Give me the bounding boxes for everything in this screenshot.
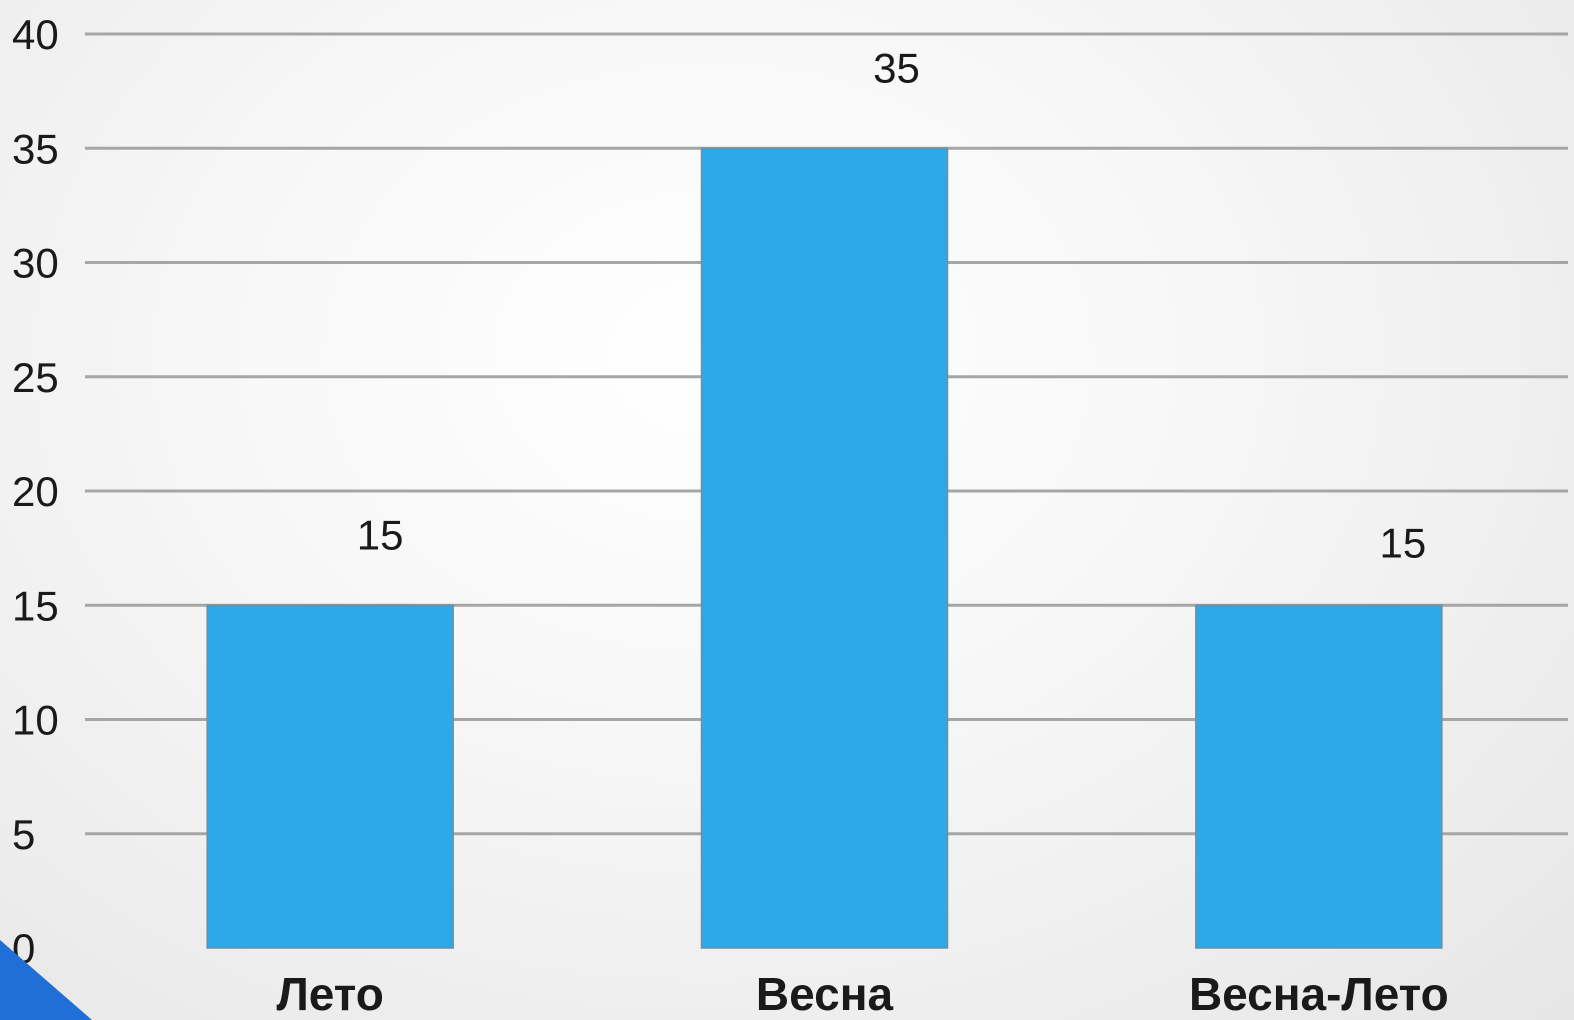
category-label-2: Весна-Лето (1189, 968, 1449, 1020)
bar-2 (1195, 604, 1443, 949)
category-label-0: Лето (277, 968, 384, 1020)
y-tick-label: 15 (12, 582, 59, 629)
y-tick-label: 5 (12, 811, 35, 858)
data-labels: 15 35 15 (357, 44, 1426, 566)
bars (206, 147, 1443, 949)
y-tick-label: 30 (12, 240, 59, 287)
y-tick-label: 35 (12, 125, 59, 172)
corner-accent-shape (0, 940, 92, 1020)
y-tick-label: 25 (12, 354, 59, 401)
data-label-2: 15 (1379, 519, 1426, 566)
y-tick-label: 40 (12, 11, 59, 58)
y-tick-label: 10 (12, 697, 59, 744)
y-tick-label: 20 (12, 468, 59, 515)
data-label-0: 15 (357, 511, 404, 558)
data-label-1: 35 (873, 44, 920, 91)
bar-0 (206, 604, 454, 949)
bar-1 (700, 147, 949, 949)
category-labels: Лето Весна Весна-Лето (277, 968, 1449, 1020)
category-label-1: Весна (756, 968, 894, 1020)
